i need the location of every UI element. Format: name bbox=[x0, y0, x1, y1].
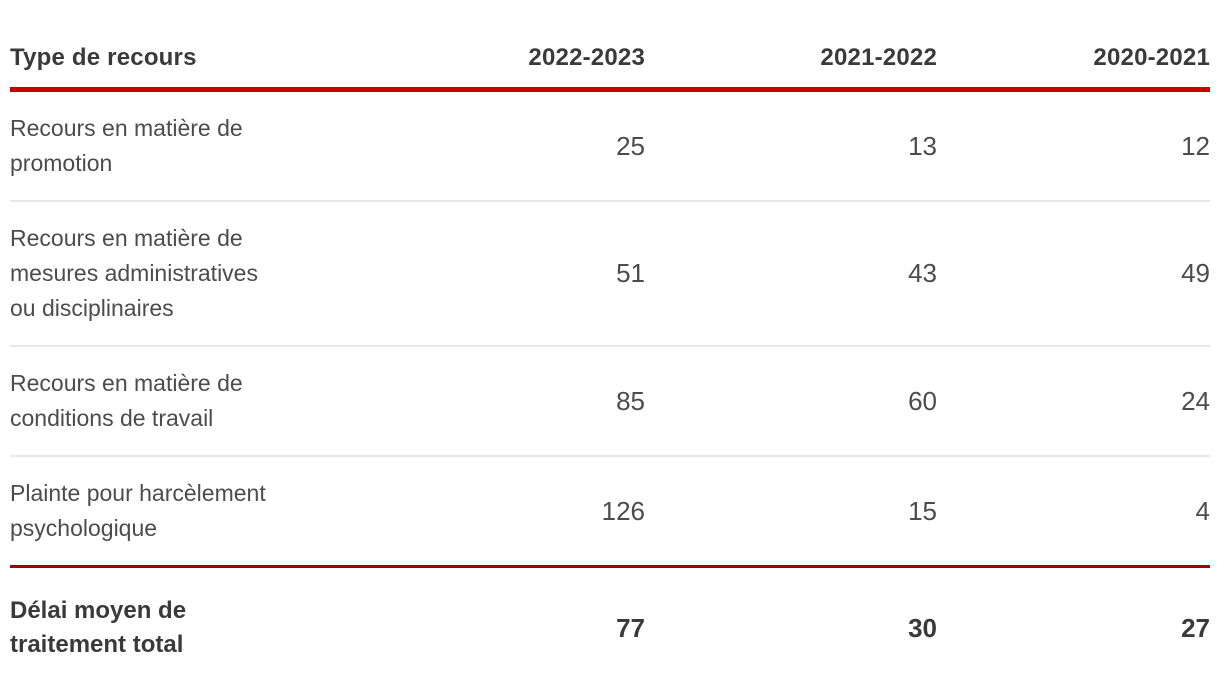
table-row: Plainte pour harcèlement psychologique 1… bbox=[10, 456, 1210, 568]
cell-value: 85 bbox=[370, 346, 645, 457]
cell-value: 15 bbox=[645, 456, 937, 568]
column-header-2021-2022: 2021-2022 bbox=[645, 0, 937, 92]
recours-table: Type de recours 2022-2023 2021-2022 2020… bbox=[10, 0, 1210, 690]
header-row: Type de recours 2022-2023 2021-2022 2020… bbox=[10, 0, 1210, 92]
cell-value: 13 bbox=[645, 89, 937, 202]
cell-value: 25 bbox=[370, 89, 645, 202]
table-row: Recours en matière de mesures administra… bbox=[10, 201, 1210, 347]
cell-value: 24 bbox=[937, 346, 1210, 457]
column-header-2022-2023: 2022-2023 bbox=[370, 0, 645, 92]
row-label-harcelement: Plainte pour harcèlement psychologique bbox=[10, 456, 370, 568]
cell-value: 4 bbox=[937, 456, 1210, 568]
total-value: 30 bbox=[908, 612, 937, 643]
total-value: 27 bbox=[1181, 612, 1210, 643]
cell-value: 126 bbox=[370, 456, 645, 568]
row-label-promotion: Recours en matière de promotion bbox=[10, 89, 370, 202]
row-label-conditions-de-travail: Recours en matière de conditions de trav… bbox=[10, 346, 370, 457]
cell-value: 49 bbox=[937, 201, 1210, 347]
cell-value: 60 bbox=[645, 346, 937, 457]
total-row-label: Délai moyen de traitement total bbox=[10, 597, 187, 658]
table-row: Recours en matière de conditions de trav… bbox=[10, 346, 1210, 457]
total-row: Délai moyen de traitement total 77 30 27 bbox=[10, 567, 1210, 691]
cell-value: 51 bbox=[370, 201, 645, 347]
column-header-type-de-recours: Type de recours bbox=[10, 0, 370, 92]
row-label-mesures-administratives: Recours en matière de mesures administra… bbox=[10, 201, 370, 347]
cell-value: 43 bbox=[645, 201, 937, 347]
table-row: Recours en matière de promotion 25 13 12 bbox=[10, 89, 1210, 202]
column-header-2020-2021: 2020-2021 bbox=[937, 0, 1210, 92]
page-root: Type de recours 2022-2023 2021-2022 2020… bbox=[10, 0, 1210, 690]
total-value: 77 bbox=[616, 612, 645, 643]
cell-value: 12 bbox=[937, 89, 1210, 202]
